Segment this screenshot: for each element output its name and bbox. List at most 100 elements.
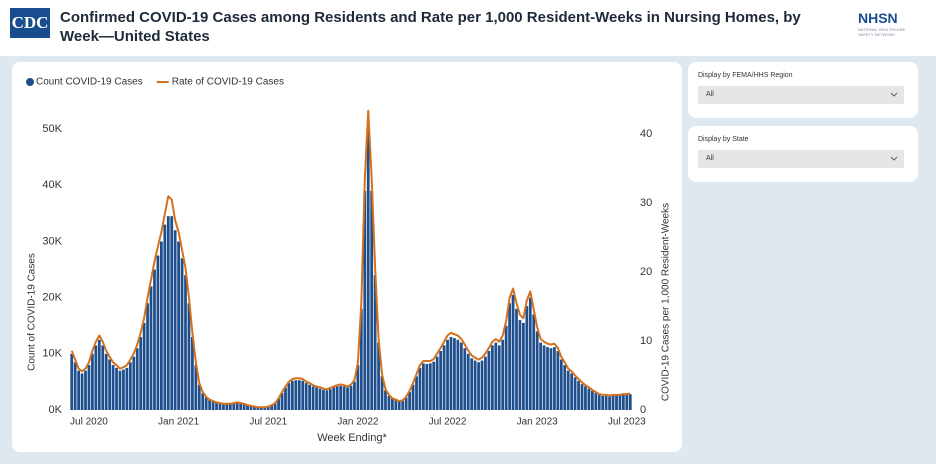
bar bbox=[294, 380, 298, 410]
bar bbox=[208, 399, 212, 410]
bar bbox=[339, 385, 343, 410]
y-tick-label: 10K bbox=[42, 348, 62, 360]
bar bbox=[484, 356, 487, 410]
bar bbox=[170, 216, 174, 410]
chart: Week Ending* Count of COVID-19 Cases COV… bbox=[26, 77, 672, 444]
y-tick-label: 30K bbox=[42, 235, 62, 247]
bar bbox=[590, 390, 594, 410]
bar bbox=[511, 294, 515, 410]
dropdown[interactable]: All bbox=[698, 86, 904, 104]
bar bbox=[353, 381, 356, 410]
bar bbox=[439, 351, 443, 410]
bar bbox=[418, 367, 422, 410]
bar bbox=[559, 359, 563, 410]
bar bbox=[159, 241, 163, 410]
bar bbox=[73, 362, 77, 410]
bar bbox=[473, 360, 477, 410]
bar bbox=[280, 393, 284, 410]
bar bbox=[404, 397, 408, 410]
bar bbox=[156, 255, 160, 410]
bar bbox=[218, 403, 222, 410]
bar bbox=[325, 390, 329, 410]
bar bbox=[311, 386, 315, 410]
nhsn-logo: NHSN bbox=[858, 10, 898, 26]
dropdown[interactable]: All bbox=[698, 150, 904, 168]
bar bbox=[270, 405, 274, 410]
bar bbox=[142, 322, 146, 410]
bar bbox=[211, 401, 215, 410]
bar bbox=[377, 342, 380, 410]
bar bbox=[580, 384, 584, 410]
bar bbox=[253, 406, 256, 410]
bar bbox=[77, 370, 80, 410]
x-tick-label: Jan 2023 bbox=[517, 417, 559, 428]
bar bbox=[373, 275, 377, 410]
bar bbox=[411, 384, 415, 410]
bar bbox=[477, 362, 480, 410]
bar bbox=[256, 407, 260, 410]
bar bbox=[363, 190, 367, 410]
bar bbox=[97, 339, 101, 410]
bar bbox=[259, 407, 263, 410]
bar bbox=[525, 306, 529, 410]
bar bbox=[149, 286, 153, 410]
bar bbox=[549, 348, 553, 410]
bar bbox=[501, 339, 505, 410]
y2-tick-label: 10 bbox=[640, 335, 652, 347]
bar bbox=[94, 345, 98, 410]
bar bbox=[384, 390, 387, 410]
bar bbox=[80, 373, 84, 410]
bar bbox=[297, 380, 301, 410]
bar bbox=[322, 389, 325, 410]
bar bbox=[570, 373, 574, 410]
cdc-logo: CDC bbox=[10, 8, 50, 38]
bar bbox=[177, 241, 180, 410]
bar bbox=[187, 303, 191, 410]
bar bbox=[215, 402, 218, 410]
y2-tick-label: 30 bbox=[640, 197, 652, 209]
bar bbox=[342, 386, 346, 410]
chevron bbox=[890, 156, 898, 161]
bar bbox=[628, 394, 632, 410]
bar bbox=[225, 404, 229, 410]
bar bbox=[287, 383, 291, 410]
bar bbox=[415, 376, 418, 410]
bar bbox=[197, 384, 201, 410]
bar bbox=[618, 395, 622, 410]
bar bbox=[87, 365, 91, 410]
bar bbox=[146, 303, 149, 410]
bar bbox=[228, 403, 232, 410]
bar bbox=[446, 339, 449, 410]
bar bbox=[184, 275, 187, 410]
bar bbox=[428, 363, 432, 410]
bar bbox=[390, 398, 394, 410]
bar bbox=[456, 339, 460, 410]
chevron bbox=[890, 92, 898, 97]
dropdown-value: All bbox=[706, 155, 714, 162]
bar bbox=[577, 380, 580, 410]
bar bbox=[173, 230, 177, 410]
bar bbox=[611, 395, 615, 410]
bar bbox=[128, 362, 132, 410]
bar bbox=[111, 365, 115, 410]
bar bbox=[222, 403, 225, 410]
bar bbox=[359, 308, 363, 410]
bar bbox=[115, 367, 118, 410]
bar bbox=[563, 365, 567, 410]
bar bbox=[356, 365, 360, 410]
bar bbox=[242, 404, 246, 410]
bar bbox=[490, 345, 494, 410]
bar bbox=[246, 405, 249, 410]
bar bbox=[442, 345, 446, 410]
bar bbox=[532, 314, 536, 410]
bar bbox=[487, 351, 491, 410]
x-tick-label: Jul 2021 bbox=[249, 417, 287, 428]
bar bbox=[346, 387, 349, 410]
y-tick-label: 40K bbox=[42, 179, 62, 191]
x-tick-label: Jul 2020 bbox=[70, 417, 108, 428]
y-tick-label: 0K bbox=[49, 404, 63, 416]
bar bbox=[408, 392, 411, 410]
bar bbox=[273, 403, 277, 410]
bar bbox=[328, 389, 332, 410]
x-tick-label: Jan 2021 bbox=[158, 417, 200, 428]
